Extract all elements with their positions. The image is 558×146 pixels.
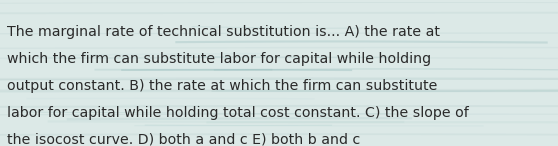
Text: the isocost curve. D) both a and c E) both b and c: the isocost curve. D) both a and c E) bo… — [7, 133, 360, 146]
Text: The marginal rate of technical substitution is... A) the rate at: The marginal rate of technical substitut… — [7, 25, 440, 39]
Text: which the firm can substitute labor for capital while holding: which the firm can substitute labor for … — [7, 52, 431, 66]
Text: output constant. B) the rate at which the firm can substitute: output constant. B) the rate at which th… — [7, 79, 437, 93]
Text: labor for capital while holding total cost constant. C) the slope of: labor for capital while holding total co… — [7, 106, 469, 120]
